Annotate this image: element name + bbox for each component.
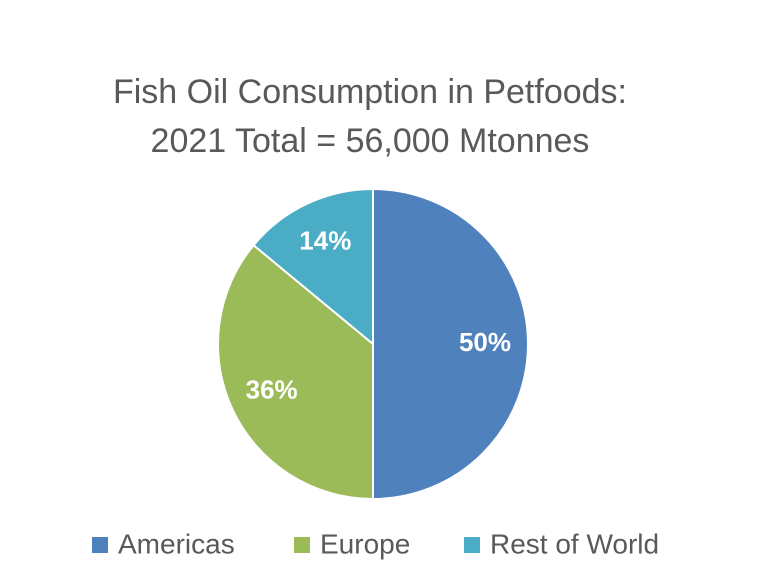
slice-label: 50% — [459, 327, 511, 357]
legend-label: Rest of World — [490, 528, 659, 559]
legend-label: Americas — [118, 528, 235, 559]
legend-swatch — [294, 537, 310, 553]
pie-slice — [372, 187, 529, 501]
pie-slice — [252, 187, 374, 347]
chart-title: Fish Oil Consumption in Petfoods: — [113, 73, 627, 111]
pie-slice — [217, 243, 374, 501]
slice-label: 36% — [246, 375, 298, 405]
slice-label: 14% — [299, 226, 351, 256]
chart-subtitle: 2021 Total = 56,000 Mtonnes — [151, 122, 590, 160]
legend-swatch — [92, 537, 108, 553]
legend-swatch — [464, 537, 480, 553]
legend-label: Europe — [320, 528, 410, 559]
